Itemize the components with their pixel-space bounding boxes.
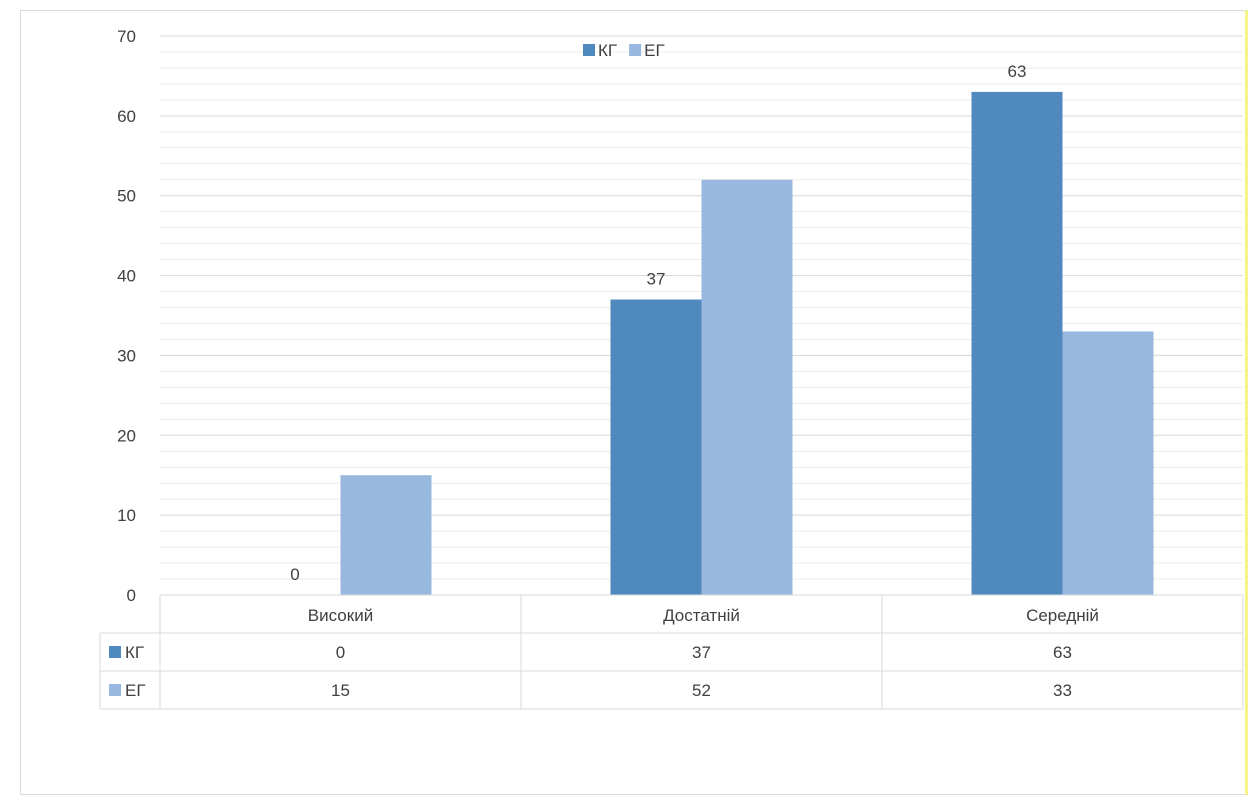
table-series-swatch — [109, 684, 121, 696]
y-tick-label: 30 — [117, 346, 136, 365]
y-tick-label: 70 — [117, 27, 136, 46]
data-label: 63 — [1008, 62, 1027, 81]
table-series-name: ЕГ — [125, 681, 146, 700]
table-cell-value: 0 — [336, 643, 345, 662]
legend-label: ЕГ — [644, 41, 665, 60]
bar — [610, 299, 702, 595]
frame-right-edge — [1245, 10, 1248, 795]
y-axis-tick-labels: 0 10 20 30 40 50 60 70 — [117, 27, 136, 605]
y-tick-label: 0 — [127, 586, 136, 605]
table-series-name: КГ — [125, 643, 144, 662]
bar — [1062, 331, 1154, 595]
table-cell-value: 52 — [692, 681, 711, 700]
legend-label: КГ — [598, 41, 617, 60]
data-label: 0 — [290, 565, 299, 584]
legend-swatch — [583, 44, 595, 56]
data-table: Високий Достатній Середній КГ 0 37 63 ЕГ 15 52 33 — [99, 594, 1244, 710]
bars — [340, 91, 1154, 596]
data-labels: 0 37 63 — [290, 62, 1026, 584]
legend: КГ ЕГ — [583, 41, 665, 60]
category-label: Достатній — [663, 606, 740, 625]
table-series-swatch — [109, 646, 121, 658]
bar — [971, 91, 1063, 596]
category-label: Високий — [308, 606, 373, 625]
table-cell-value: 33 — [1053, 681, 1072, 700]
bar — [340, 475, 432, 595]
table-cell-value: 37 — [692, 643, 711, 662]
y-tick-label: 20 — [117, 426, 136, 445]
table-cell-value: 15 — [331, 681, 350, 700]
y-tick-label: 60 — [117, 107, 136, 126]
table-cell-value: 63 — [1053, 643, 1072, 662]
y-tick-label: 10 — [117, 506, 136, 525]
category-label: Середній — [1026, 606, 1099, 625]
bar — [701, 179, 793, 595]
y-tick-label: 40 — [117, 267, 136, 286]
y-tick-label: 50 — [117, 187, 136, 206]
legend-swatch — [629, 44, 642, 56]
data-label: 37 — [647, 270, 666, 289]
